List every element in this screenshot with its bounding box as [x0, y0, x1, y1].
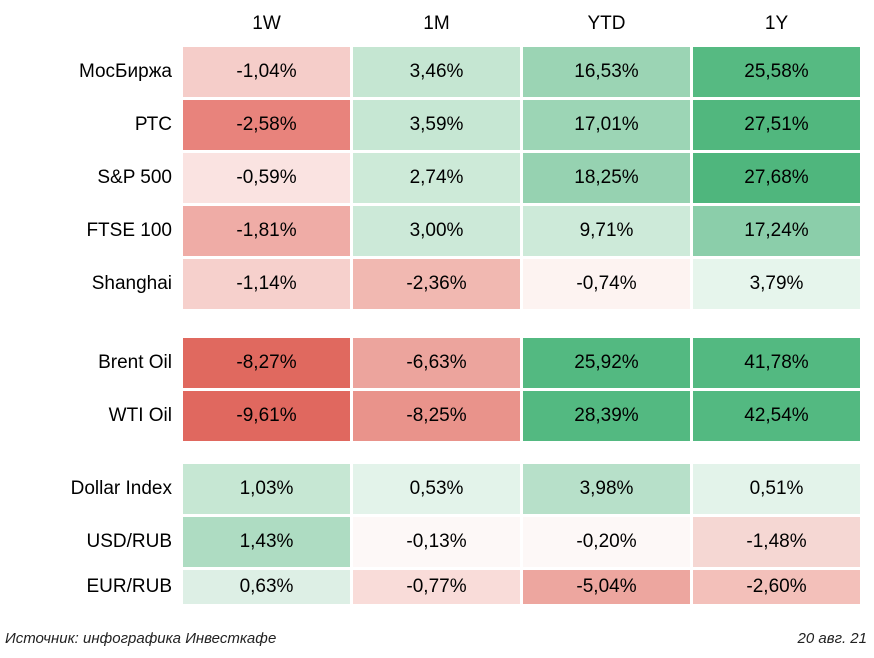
row-label: РТС — [134, 114, 172, 135]
heatmap-cell: 3,00% — [353, 206, 520, 256]
heatmap-cell: -8,27% — [183, 338, 350, 388]
heatmap-cell: 27,51% — [693, 100, 860, 150]
heatmap-cell: -2,60% — [693, 570, 860, 604]
heatmap-cell: -2,36% — [353, 259, 520, 309]
heatmap-cell: 16,53% — [523, 47, 690, 97]
table-row: WTI Oil -9,61% -8,25% 28,39% 42,54% — [0, 391, 874, 441]
heatmap-cell: 42,54% — [693, 391, 860, 441]
heatmap-cell: 1,03% — [183, 464, 350, 514]
heatmap-cell: 17,24% — [693, 206, 860, 256]
heatmap-cell: 3,46% — [353, 47, 520, 97]
source-text: Источник: инфографика Инвесткафе — [5, 630, 277, 647]
heatmap-cell: 25,58% — [693, 47, 860, 97]
heatmap-cell: -1,48% — [693, 517, 860, 567]
heatmap-cell: 9,71% — [523, 206, 690, 256]
heatmap-cell: 28,39% — [523, 391, 690, 441]
table-row: Shanghai -1,14% -2,36% -0,74% 3,79% — [0, 259, 874, 309]
heatmap-cell: 41,78% — [693, 338, 860, 388]
row-label: FTSE 100 — [86, 220, 172, 241]
table-row: Dollar Index 1,03% 0,53% 3,98% 0,51% — [0, 464, 874, 514]
heatmap-cell: 3,98% — [523, 464, 690, 514]
heatmap-cell: 27,68% — [693, 153, 860, 203]
heatmap-cell: -0,74% — [523, 259, 690, 309]
heatmap-cell: 0,63% — [183, 570, 350, 604]
heatmap-cell: -8,25% — [353, 391, 520, 441]
table-row: FTSE 100 -1,81% 3,00% 9,71% 17,24% — [0, 206, 874, 256]
heatmap-cell: -1,14% — [183, 259, 350, 309]
heatmap-cell: -6,63% — [353, 338, 520, 388]
heatmap-cell: 17,01% — [523, 100, 690, 150]
row-label: Shanghai — [91, 273, 172, 294]
heatmap-cell: -0,20% — [523, 517, 690, 567]
heatmap-table: МосБиржа -1,04% 3,46% 16,53% 25,58% РТС -2,58%… — [0, 47, 874, 604]
heatmap-cell: -5,04% — [523, 570, 690, 604]
heatmap-cell: -2,58% — [183, 100, 350, 150]
column-header-1y: 1Y — [764, 12, 789, 34]
heatmap-cell: -1,04% — [183, 47, 350, 97]
footer: Источник: инфографика Инвесткафе 20 авг.… — [0, 630, 874, 647]
heatmap-cell: 18,25% — [523, 153, 690, 203]
heatmap-cell: 0,51% — [693, 464, 860, 514]
heatmap-cell: 0,53% — [353, 464, 520, 514]
column-header-1w: 1W — [252, 12, 281, 34]
table-row: S&P 500 -0,59% 2,74% 18,25% 27,68% — [0, 153, 874, 203]
row-label: S&P 500 — [97, 167, 172, 188]
table-row: МосБиржа -1,04% 3,46% 16,53% 25,58% — [0, 47, 874, 97]
heatmap-cell: -0,13% — [353, 517, 520, 567]
heatmap-cell: -0,77% — [353, 570, 520, 604]
table-block-indices: МосБиржа -1,04% 3,46% 16,53% 25,58% РТС -2,58%… — [0, 47, 874, 309]
heatmap-cell: 3,79% — [693, 259, 860, 309]
heatmap-cell: 25,92% — [523, 338, 690, 388]
table-row: USD/RUB 1,43% -0,13% -0,20% -1,48% — [0, 517, 874, 567]
row-label: МосБиржа — [78, 61, 172, 82]
heatmap-cell: 1,43% — [183, 517, 350, 567]
column-header-ytd: YTD — [587, 12, 626, 34]
table-row: РТС -2,58% 3,59% 17,01% 27,51% — [0, 100, 874, 150]
row-label: WTI Oil — [108, 405, 172, 426]
date-text: 20 авг. 21 — [797, 630, 867, 647]
column-header-1m: 1M — [423, 12, 450, 34]
row-label: Dollar Index — [70, 478, 172, 499]
row-label: USD/RUB — [86, 531, 172, 552]
row-label: EUR/RUB — [86, 576, 172, 597]
heatmap-cell: -1,81% — [183, 206, 350, 256]
heatmap-cell: -9,61% — [183, 391, 350, 441]
row-label: Brent Oil — [98, 352, 172, 373]
table-row: EUR/RUB 0,63% -0,77% -5,04% -2,60% — [0, 570, 874, 604]
heatmap-cell: 2,74% — [353, 153, 520, 203]
table-block-currencies: Dollar Index 1,03% 0,53% 3,98% 0,51% USD/RUB 1… — [0, 464, 874, 604]
table-row: Brent Oil -8,27% -6,63% 25,92% 41,78% — [0, 338, 874, 388]
header-row: 1W 1M YTD 1Y — [0, 0, 874, 47]
heatmap-cell: 3,59% — [353, 100, 520, 150]
table-block-commodities: Brent Oil -8,27% -6,63% 25,92% 41,78% WTI Oil… — [0, 338, 874, 441]
heatmap-cell: -0,59% — [183, 153, 350, 203]
